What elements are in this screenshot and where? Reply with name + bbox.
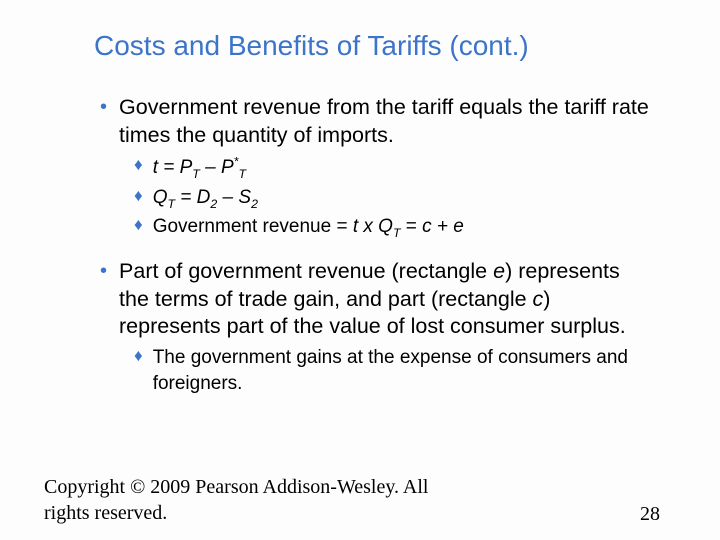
bullet-level-2: ♦ Government revenue = t x QT = c + e [134,214,650,241]
diamond-icon: ♦ [134,345,143,396]
page-number: 28 [640,503,660,526]
bullet-level-2: ♦ QT = D2 – S2 [134,185,650,212]
dot-icon: • [100,258,107,342]
bullet-level-1: •Government revenue from the tariff equa… [100,94,650,150]
bullet-level-2: ♦ t = PT – P*T [134,154,650,183]
bullet-text: Government revenue = t x QT = c + e [153,214,464,241]
bullet-level-2: ♦The government gains at the expense of … [134,345,650,396]
slide-footer: Copyright © 2009 Pearson Addison-Wesley.… [44,474,660,526]
bullet-text: QT = D2 – S2 [153,185,258,212]
bullet-text: Part of government revenue (rectangle e)… [119,258,650,342]
slide-content: •Government revenue from the tariff equa… [80,94,660,397]
slide-title: Costs and Benefits of Tariffs (cont.) [80,30,660,62]
diamond-icon: ♦ [134,154,143,183]
copyright-text: Copyright © 2009 Pearson Addison-Wesley.… [44,474,464,526]
diamond-icon: ♦ [134,214,143,241]
diamond-icon: ♦ [134,185,143,212]
bullet-text: t = PT – P*T [153,154,246,183]
bullet-level-1: •Part of government revenue (rectangle e… [100,258,650,342]
bullet-text: The government gains at the expense of c… [153,345,650,396]
dot-icon: • [100,94,107,150]
bullet-text: Government revenue from the tariff equal… [119,94,650,150]
